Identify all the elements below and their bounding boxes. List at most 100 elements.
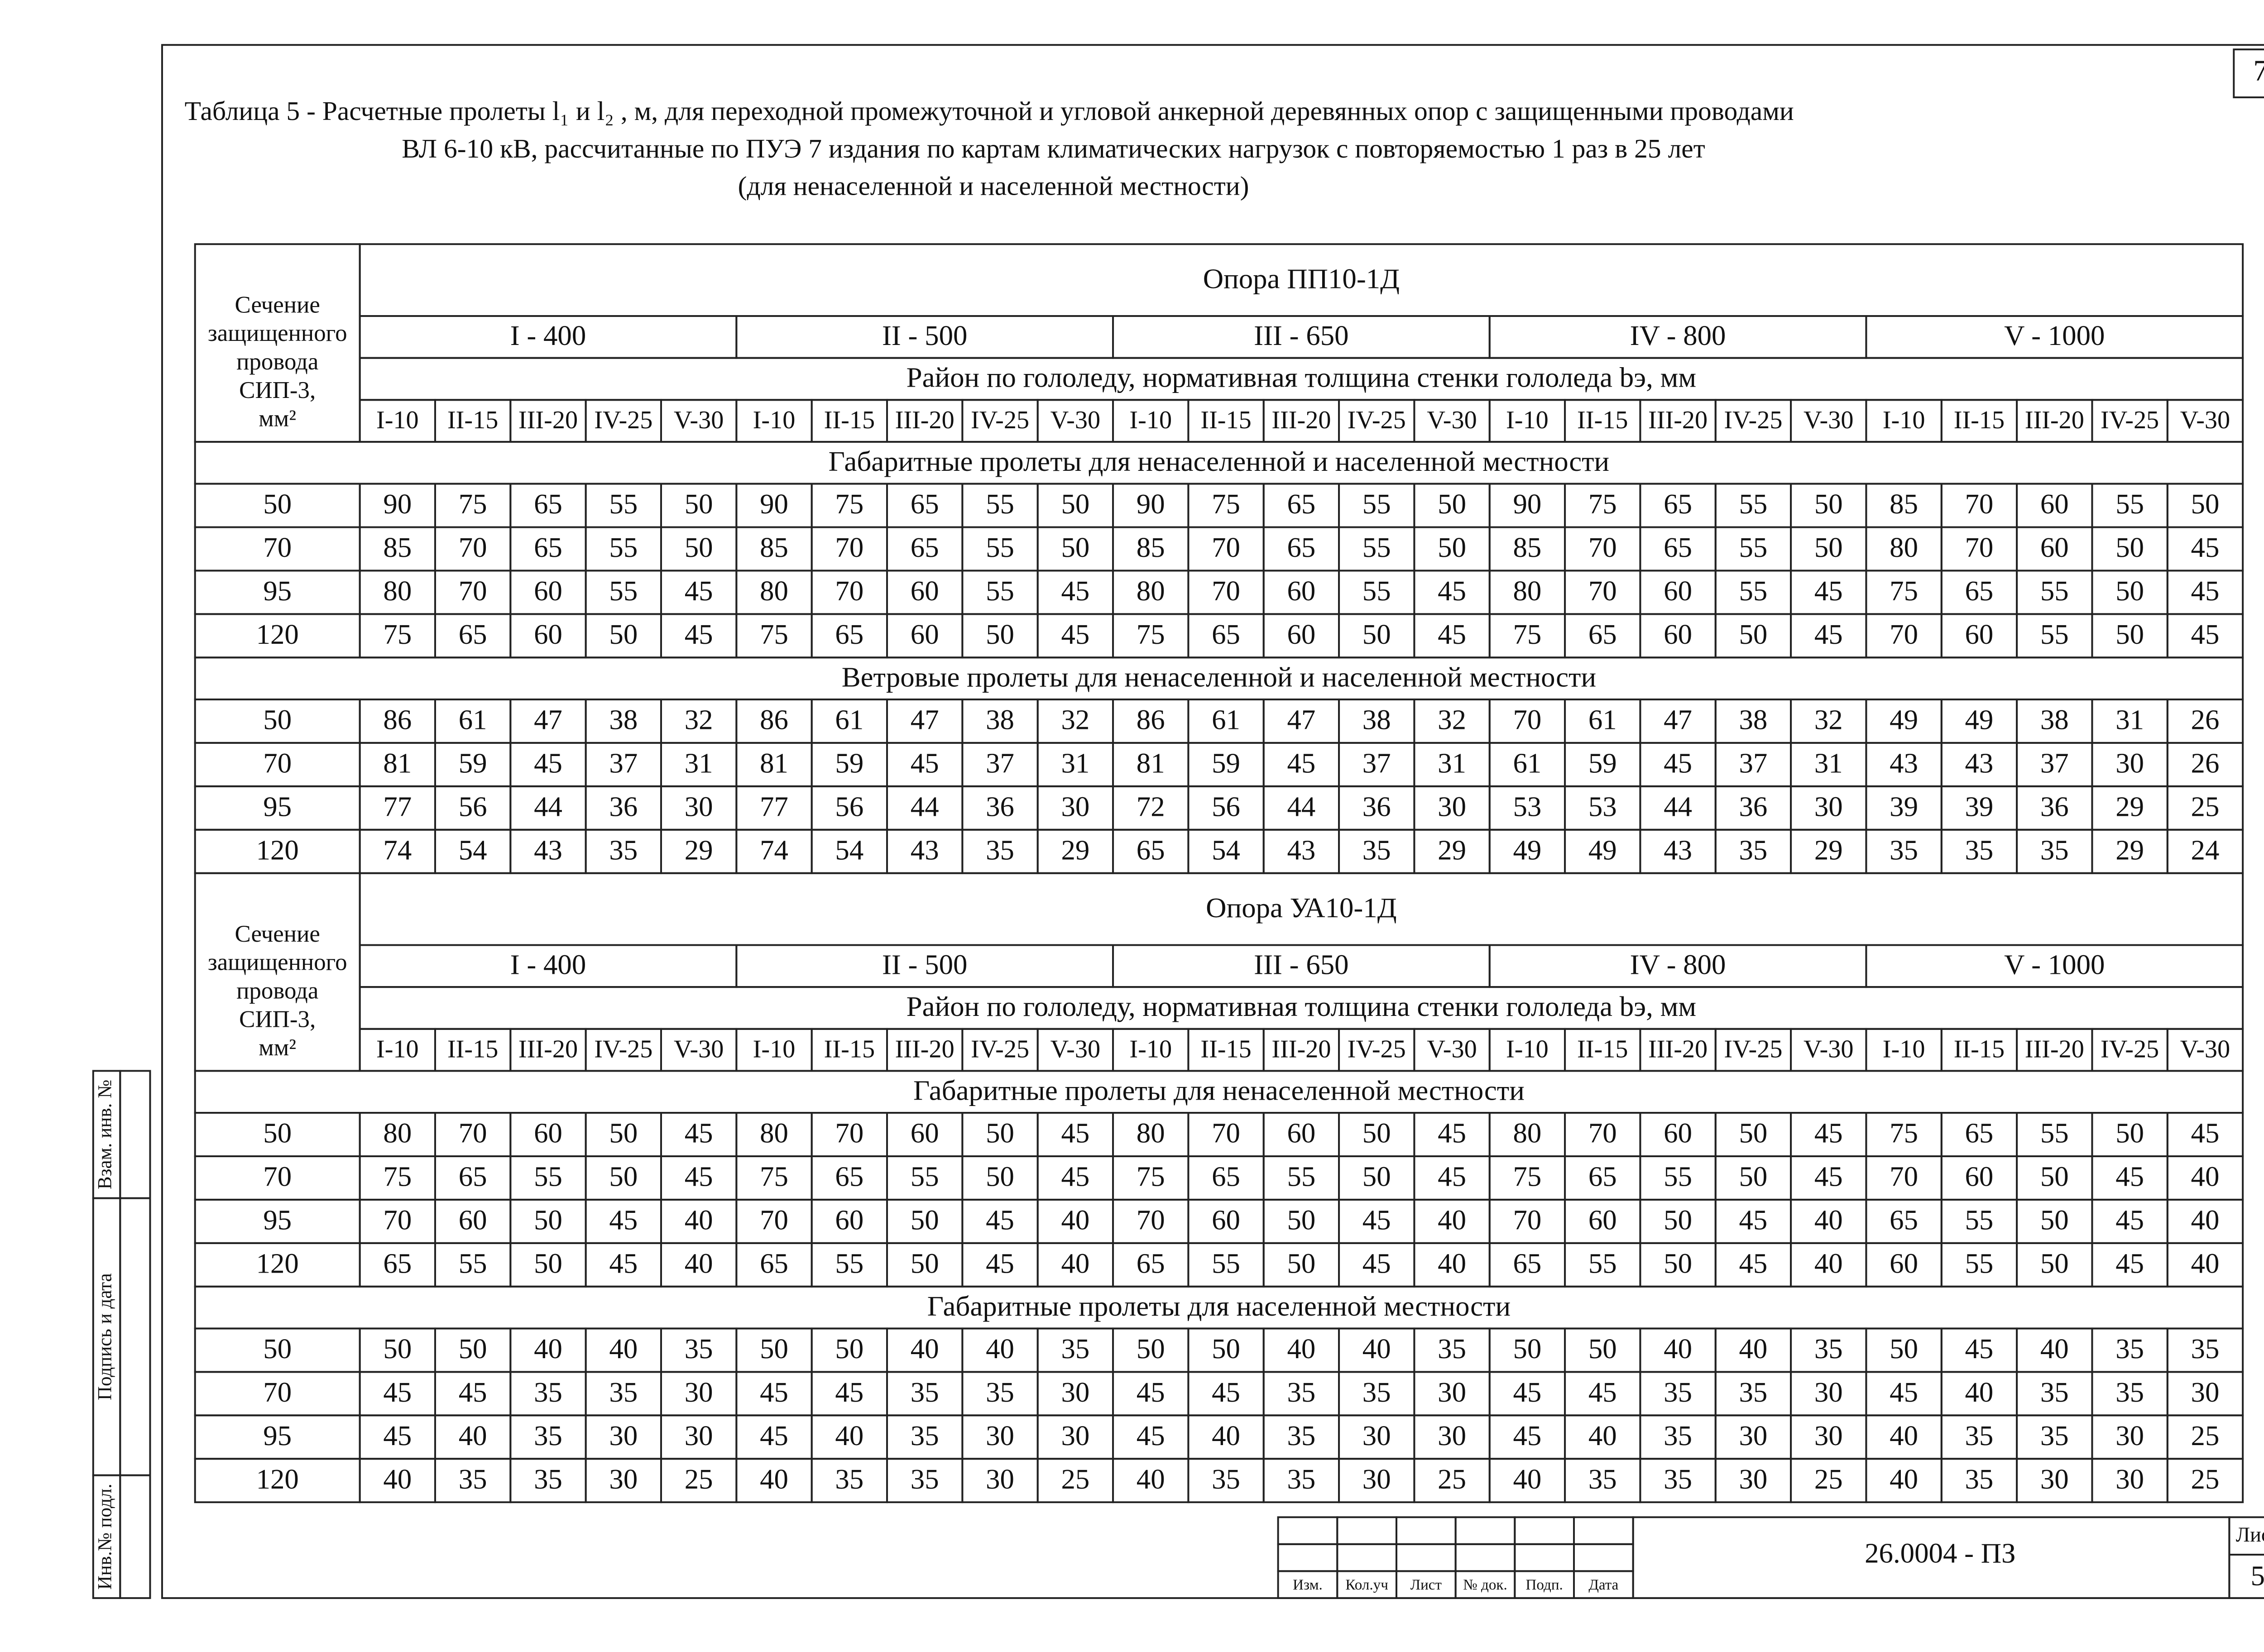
value-cell-text: 75	[760, 618, 788, 650]
ice-zone-cell-text: II-15	[824, 406, 875, 434]
value-cell-text: 40	[1061, 1248, 1089, 1279]
value-cell-text: 50	[1739, 618, 1768, 650]
value-cell-text: 35	[1287, 1463, 1315, 1495]
value-cell-text: 60	[911, 618, 939, 650]
ice-zone-cell-text: IV-25	[1348, 1035, 1406, 1063]
value-cell-text: 40	[685, 1248, 713, 1279]
value-cell-text: 30	[1061, 1376, 1089, 1408]
value-cell-text: 45	[835, 1376, 863, 1408]
value-cell-text: 80	[760, 1117, 788, 1149]
stamp-cell	[1336, 1543, 1397, 1572]
value-cell-text: 50	[760, 1333, 788, 1365]
stamp-cell	[1395, 1543, 1457, 1572]
value-cell-text: 43	[1287, 834, 1315, 866]
ice-zone-cell-text: III-20	[1648, 406, 1708, 434]
value-cell-text: 85	[1513, 532, 1541, 563]
value-cell-text: 35	[534, 1463, 562, 1495]
value-cell-text: 60	[1664, 1117, 1692, 1149]
value-cell-text: 30	[2040, 1463, 2069, 1495]
wind-zone-cell-text: V - 1000	[2004, 320, 2105, 351]
value-cell-text: 25	[2191, 1463, 2220, 1495]
value-cell-text: 65	[911, 488, 939, 520]
value-cell-text: 45	[685, 1161, 713, 1192]
value-cell-text: 75	[459, 488, 487, 520]
sheet-label: Лист	[2236, 1523, 2264, 1547]
value-cell-text: 65	[534, 488, 562, 520]
value-cell-text: 55	[534, 1161, 562, 1192]
value-cell-text: 50	[1362, 1117, 1391, 1149]
value-cell-text: 80	[760, 575, 788, 607]
value-cell-text: 35	[835, 1463, 863, 1495]
ice-zone-cell-text: III-20	[518, 1035, 578, 1063]
side-box	[119, 1070, 151, 1199]
value-cell-text: 54	[459, 834, 487, 866]
value-cell-text: 70	[760, 1204, 788, 1236]
value-cell-text: 50	[986, 1161, 1014, 1192]
value-cell-text: 30	[609, 1420, 638, 1451]
ice-zone-cell-text: III-20	[1648, 1035, 1708, 1063]
value-cell-text: 29	[2115, 791, 2144, 823]
value-cell-text: 55	[2040, 1117, 2069, 1149]
value-cell-text: 45	[1438, 618, 1466, 650]
value-cell-text: 35	[1664, 1463, 1692, 1495]
section-header-text: провода	[236, 349, 318, 375]
value-cell-text: 26	[2191, 747, 2220, 779]
value-cell-text: 43	[911, 834, 939, 866]
value-cell-text: 50	[986, 618, 1014, 650]
value-cell-text: 35	[1212, 1463, 1240, 1495]
value-cell-text: 50	[609, 618, 638, 650]
value-cell-text: 35	[534, 1420, 562, 1451]
value-cell-text: 36	[1362, 791, 1391, 823]
value-cell-text: 65	[760, 1248, 788, 1279]
value-cell-text: 31	[1438, 747, 1466, 779]
value-cell-text: 30	[685, 1420, 713, 1451]
value-cell-text: 30	[986, 1463, 1014, 1495]
value-cell-text: 65	[1287, 532, 1315, 563]
side-label: Взам. инв. №	[94, 1080, 115, 1189]
value-cell-text: 55	[1739, 488, 1768, 520]
value-cell-text: 29	[1814, 834, 1843, 866]
value-cell-text: 50	[2040, 1248, 2069, 1279]
value-cell-text: 86	[383, 704, 412, 736]
value-cell-text: 35	[609, 834, 638, 866]
value-cell-text: 45	[986, 1204, 1014, 1236]
value-cell-text: 60	[1664, 575, 1692, 607]
value-cell-text: 35	[911, 1420, 939, 1451]
value-cell-text: 35	[1965, 1420, 1994, 1451]
value-cell-text: 45	[2115, 1248, 2144, 1279]
value-cell-text: 60	[835, 1204, 863, 1236]
value-cell-text: 36	[1739, 791, 1768, 823]
value-cell-text: 40	[383, 1463, 412, 1495]
value-cell-text: 60	[534, 575, 562, 607]
value-cell-text: 50	[2115, 1117, 2144, 1149]
value-cell-text: 55	[986, 488, 1014, 520]
value-cell-text: 53	[1513, 791, 1541, 823]
value-cell-text: 35	[1965, 834, 1994, 866]
value-cell-text: 55	[609, 532, 638, 563]
value-cell-text: 60	[1664, 618, 1692, 650]
ice-zone-cell-text: I-10	[753, 1035, 796, 1063]
value-cell-text: 75	[1513, 618, 1541, 650]
value-cell-text: 40	[2191, 1161, 2220, 1192]
value-cell-text: 59	[835, 747, 863, 779]
value-cell-text: 50	[1664, 1204, 1692, 1236]
value-cell-text: 40	[1890, 1463, 1918, 1495]
ice-zone-cell-text: II-15	[1954, 406, 2005, 434]
section-header-text: провода	[236, 978, 318, 1004]
value-cell-text: 43	[534, 834, 562, 866]
value-cell-text: 60	[534, 1117, 562, 1149]
value-cell-text: 65	[835, 1161, 863, 1192]
value-cell-text: 81	[760, 747, 788, 779]
value-cell-text: 90	[760, 488, 788, 520]
value-cell-text: 60	[1287, 1117, 1315, 1149]
value-cell-text: 45	[1061, 575, 1089, 607]
value-cell-text: 80	[1137, 1117, 1165, 1149]
page-number: 7	[2253, 54, 2264, 87]
value-cell-text: 55	[911, 1161, 939, 1192]
ice-zone-cell-text: I-10	[376, 1035, 419, 1063]
value-cell-text: 35	[1287, 1376, 1315, 1408]
value-cell-text: 55	[1965, 1204, 1994, 1236]
value-cell-text: 45	[1137, 1376, 1165, 1408]
value-cell-text: 40	[1513, 1463, 1541, 1495]
